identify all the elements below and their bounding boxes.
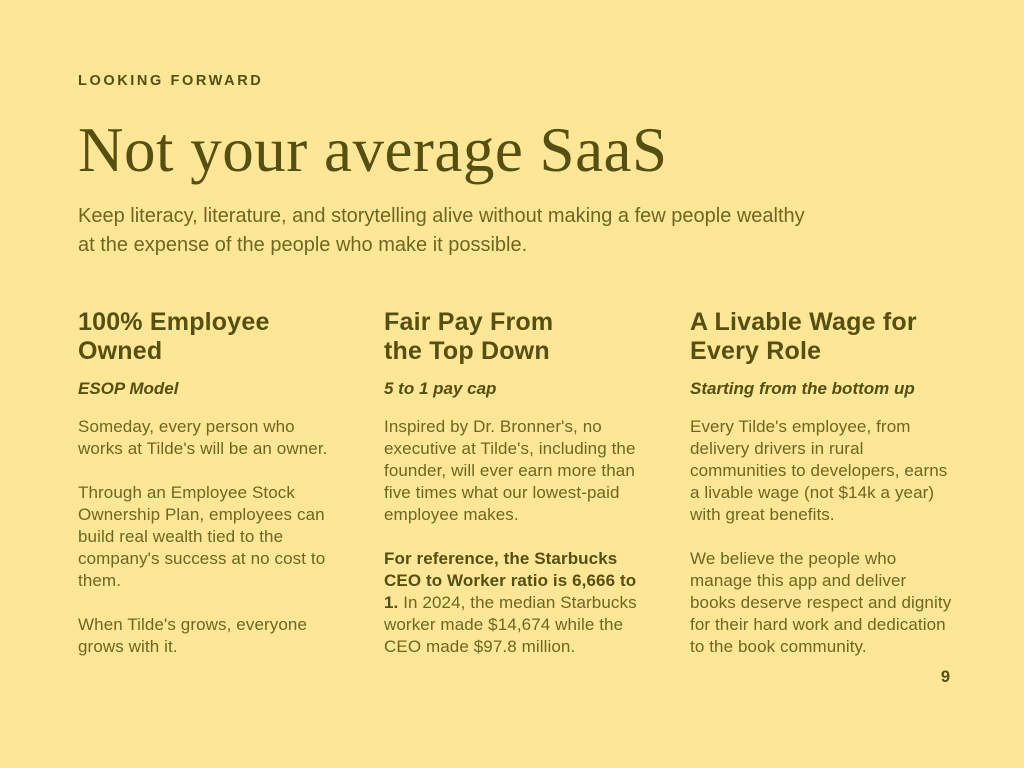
column-heading: A Livable Wage for Every Role [690, 308, 917, 366]
paragraph-text: Someday, every person who works at Tilde… [78, 417, 328, 459]
page-number: 9 [940, 668, 950, 686]
three-column-layout: 100% Employee Owned ESOP Model Someday, … [78, 308, 956, 680]
column-body: Inspired by Dr. Bronner's, no executive … [384, 416, 650, 658]
column-heading: 100% Employee Owned [78, 308, 270, 366]
paragraph-text: Every Tilde's employee, from delivery dr… [690, 417, 948, 525]
column-body: Every Tilde's employee, from delivery dr… [690, 416, 956, 658]
body-paragraph: When Tilde's grows, everyone grows with … [78, 614, 344, 658]
body-paragraph: Inspired by Dr. Bronner's, no executive … [384, 416, 650, 526]
body-paragraph: Through an Employee Stock Ownership Plan… [78, 482, 344, 592]
column-subheading: Starting from the bottom up [690, 379, 915, 399]
column-subheading: 5 to 1 pay cap [384, 379, 497, 399]
body-paragraph: Every Tilde's employee, from delivery dr… [690, 416, 956, 526]
paragraph-text: In 2024, the median Starbucks worker mad… [384, 593, 637, 657]
column-heading: Fair Pay From the Top Down [384, 308, 554, 366]
paragraph-text: We believe the people who manage this ap… [690, 549, 952, 657]
slide-subtitle: Keep literacy, literature, and storytell… [78, 205, 805, 257]
column-fair-pay: Fair Pay From the Top Down 5 to 1 pay ca… [384, 308, 650, 680]
slide-title: Not your average SaaS [78, 114, 668, 185]
paragraph-text: Inspired by Dr. Bronner's, no executive … [384, 417, 636, 525]
body-paragraph: For reference, the Starbucks CEO to Work… [384, 548, 650, 658]
column-body: Someday, every person who works at Tilde… [78, 416, 344, 658]
column-subheading: ESOP Model [78, 379, 179, 399]
paragraph-text: Through an Employee Stock Ownership Plan… [78, 483, 326, 591]
bold-lead: For reference, the Starbucks CEO to Work… [384, 549, 637, 613]
column-livable-wage: A Livable Wage for Every Role Starting f… [690, 308, 956, 680]
eyebrow-label: LOOKING FORWARD [78, 73, 264, 89]
column-employee-owned: 100% Employee Owned ESOP Model Someday, … [78, 308, 344, 680]
paragraph-text: When Tilde's grows, everyone grows with … [78, 615, 308, 657]
body-paragraph: Someday, every person who works at Tilde… [78, 416, 344, 460]
body-paragraph: We believe the people who manage this ap… [690, 548, 956, 658]
